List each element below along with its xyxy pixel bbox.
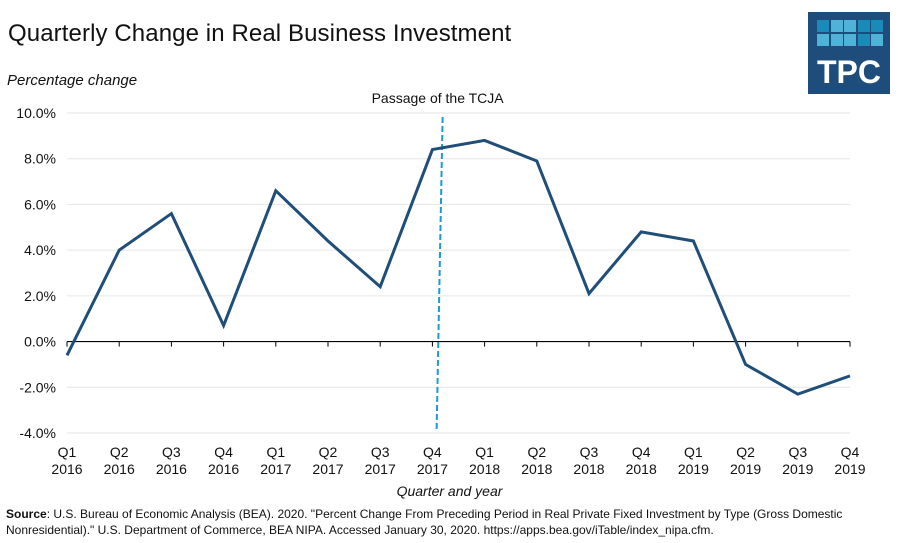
- logo-tile: [857, 20, 870, 32]
- line-chart: 10.0%8.0%6.0%4.0%2.0%0.0%-2.0%-4.0% Q120…: [16, 90, 865, 477]
- x-tick-label-quarter: Q1: [684, 444, 703, 460]
- x-tick-label-year: 2018: [626, 461, 657, 477]
- x-tick-label-quarter: Q2: [110, 444, 129, 460]
- x-tick-label-year: 2016: [156, 461, 187, 477]
- logo-tile: [830, 34, 843, 46]
- x-tick-label-year: 2019: [730, 461, 761, 477]
- x-tick-label-quarter: Q3: [371, 444, 390, 460]
- x-axis-tick-labels: Q12016Q22016Q32016Q42016Q12017Q22017Q320…: [51, 444, 865, 477]
- x-tick-label-year: 2019: [834, 461, 865, 477]
- x-tick-label-year: 2016: [51, 461, 82, 477]
- x-tick-label-year: 2017: [365, 461, 396, 477]
- x-tick-label-quarter: Q1: [475, 444, 494, 460]
- x-tick-label-quarter: Q3: [788, 444, 807, 460]
- logo-tile: [857, 34, 870, 46]
- logo-tile: [817, 20, 829, 32]
- y-tick-label: 6.0%: [24, 196, 56, 212]
- x-axis: [66, 340, 851, 347]
- logo-text: TPC: [817, 54, 881, 90]
- logo-tile: [871, 34, 883, 46]
- logo-tile: [871, 20, 883, 32]
- logo-tile: [830, 20, 843, 32]
- x-tick-label-year: 2017: [417, 461, 448, 477]
- series-line: [65, 138, 851, 396]
- tcja-annotation-label: Passage of the TCJA: [372, 90, 505, 106]
- x-tick-label-year: 2017: [312, 461, 343, 477]
- x-tick-label-year: 2018: [469, 461, 500, 477]
- source-text: : U.S. Bureau of Economic Analysis (BEA)…: [6, 507, 843, 537]
- logo-tile: [844, 34, 856, 46]
- y-tick-label: 0.0%: [24, 334, 56, 350]
- logo-tile: [844, 20, 856, 32]
- x-tick-label-quarter: Q2: [736, 444, 755, 460]
- x-tick-label-year: 2018: [573, 461, 604, 477]
- x-tick-label-quarter: Q3: [162, 444, 181, 460]
- x-tick-label-quarter: Q4: [632, 444, 651, 460]
- y-tick-label: 10.0%: [16, 105, 56, 121]
- x-tick-label-year: 2016: [208, 461, 239, 477]
- chart-title: Quarterly Change in Real Business Invest…: [8, 20, 512, 47]
- x-tick-label-quarter: Q2: [527, 444, 546, 460]
- x-tick-label-quarter: Q3: [580, 444, 599, 460]
- x-tick-label-year: 2019: [678, 461, 709, 477]
- x-tick-label-quarter: Q2: [319, 444, 338, 460]
- x-tick-label-year: 2016: [104, 461, 135, 477]
- logo-tile: [817, 34, 829, 46]
- series-lines: [65, 138, 851, 396]
- y-tick-label: 8.0%: [24, 151, 56, 167]
- x-tick-label-quarter: Q4: [423, 444, 442, 460]
- x-tick-label-year: 2018: [521, 461, 552, 477]
- x-tick-label-quarter: Q4: [841, 444, 860, 460]
- gridlines: [67, 112, 850, 434]
- x-tick-label-year: 2017: [260, 461, 291, 477]
- x-tick-label-quarter: Q1: [266, 444, 285, 460]
- x-tick-label-quarter: Q4: [214, 444, 233, 460]
- y-tick-label: 4.0%: [24, 242, 56, 258]
- x-axis-title: Quarter and year: [396, 483, 503, 499]
- tcja-marker-line: [435, 116, 444, 431]
- x-tick-label-quarter: Q1: [58, 444, 77, 460]
- y-axis-label: Percentage change: [7, 72, 138, 89]
- x-tick-label-year: 2019: [782, 461, 813, 477]
- source-note: Source: U.S. Bureau of Economic Analysis…: [6, 506, 896, 538]
- y-axis-ticks: 10.0% 8.0% 6.0% 4.0% 2.0% 0.0% -2.0% -4.0%: [16, 105, 56, 441]
- y-tick-label: -4.0%: [19, 425, 56, 441]
- y-tick-label: 2.0%: [24, 288, 56, 304]
- tpc-logo: TPC: [808, 12, 890, 94]
- source-label: Source: [6, 507, 47, 521]
- annotations: Passage of the TCJA: [372, 90, 505, 431]
- y-tick-label: -2.0%: [19, 379, 56, 395]
